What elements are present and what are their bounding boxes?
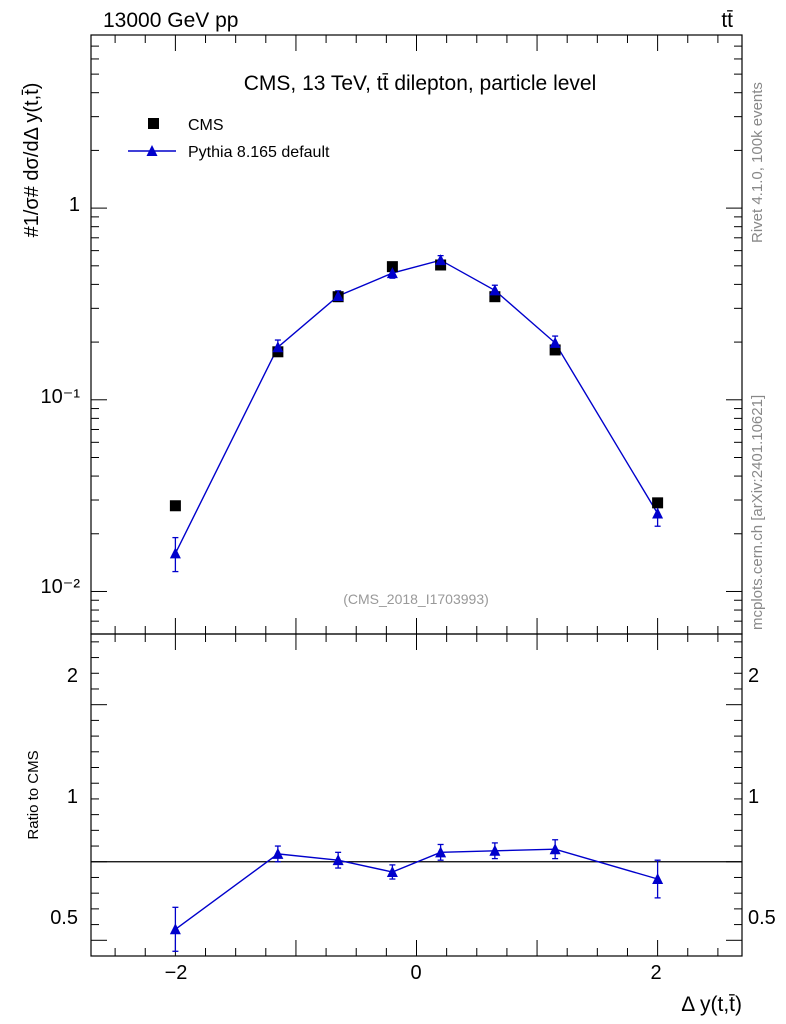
rivet-label: Rivet 4.1.0, 100k events <box>749 82 766 243</box>
x-tick-label: 2 <box>650 962 661 984</box>
ratio-tick-label: 2 <box>67 665 78 687</box>
axis-ticks <box>91 34 742 956</box>
legend-label-cms: CMS <box>188 117 224 134</box>
cms-point <box>549 344 561 356</box>
energy-label: 13000 GeV pp <box>103 9 238 32</box>
cms-point <box>169 500 181 512</box>
x-axis-label: Δ y(t,t̄) <box>681 993 742 1016</box>
cms-point <box>652 497 664 509</box>
ratio-tick-label-right: 2 <box>748 665 759 687</box>
legend: CMS Pythia 8.165 default <box>128 117 330 161</box>
ratio-point <box>435 846 447 858</box>
ratio-tick-label-right: 1 <box>748 786 759 808</box>
pythia-point <box>549 336 561 348</box>
pythia-point <box>435 254 447 266</box>
process-label: tt̄ <box>721 9 733 32</box>
ratio-point <box>272 847 284 859</box>
pythia-point <box>386 267 398 279</box>
ratio-axis-label: Ratio to CMS <box>25 750 42 839</box>
ratio-point <box>489 844 501 856</box>
ratio-point <box>332 854 344 866</box>
y-tick-labels: 1 10⁻¹ 10⁻² <box>41 194 81 598</box>
y-tick-label: 1 <box>69 194 80 216</box>
legend-marker-cms <box>148 118 159 129</box>
y-tick-label: 10⁻¹ <box>41 386 81 408</box>
ratio-tick-labels: 2 1 0.5 2 1 0.5 <box>50 665 776 929</box>
ratio-line <box>174 848 658 930</box>
cms-point <box>386 261 398 273</box>
ratio-tick-label: 0.5 <box>50 907 78 929</box>
analysis-label: (CMS_2018_I1703993) <box>343 591 489 607</box>
pythia-point <box>489 284 501 296</box>
mcplots-label: mcplots.cern.ch [arXiv:2401.10621] <box>749 395 766 630</box>
x-tick-labels: −2 0 2 <box>165 962 662 984</box>
main-plot-area <box>169 254 664 573</box>
pythia-point <box>169 547 181 559</box>
ratio-point <box>169 923 181 935</box>
ratio-point <box>386 865 398 877</box>
ratio-tick-label-right: 0.5 <box>748 907 776 929</box>
chart-title: CMS, 13 TeV, tt̄ dilepton, particle leve… <box>244 72 597 95</box>
ratio-panel-frame <box>90 633 743 957</box>
legend-label-pythia: Pythia 8.165 default <box>188 144 330 161</box>
pythia-point <box>332 289 344 301</box>
ratio-point <box>652 873 664 885</box>
y-axis-label: #1/σ# dσ/dΔ y(t,t̄) <box>21 83 43 238</box>
pythia-line <box>174 259 659 554</box>
ratio-tick-label: 1 <box>67 786 78 808</box>
ratio-plot-area <box>91 839 742 952</box>
cms-point <box>489 291 501 303</box>
pythia-point <box>652 507 664 519</box>
y-tick-label: 10⁻² <box>41 576 81 598</box>
x-tick-label: 0 <box>410 962 421 984</box>
legend-marker-pythia <box>146 145 158 156</box>
pythia-point <box>272 341 284 353</box>
ratio-point <box>549 843 561 855</box>
x-tick-label: −2 <box>165 962 188 984</box>
